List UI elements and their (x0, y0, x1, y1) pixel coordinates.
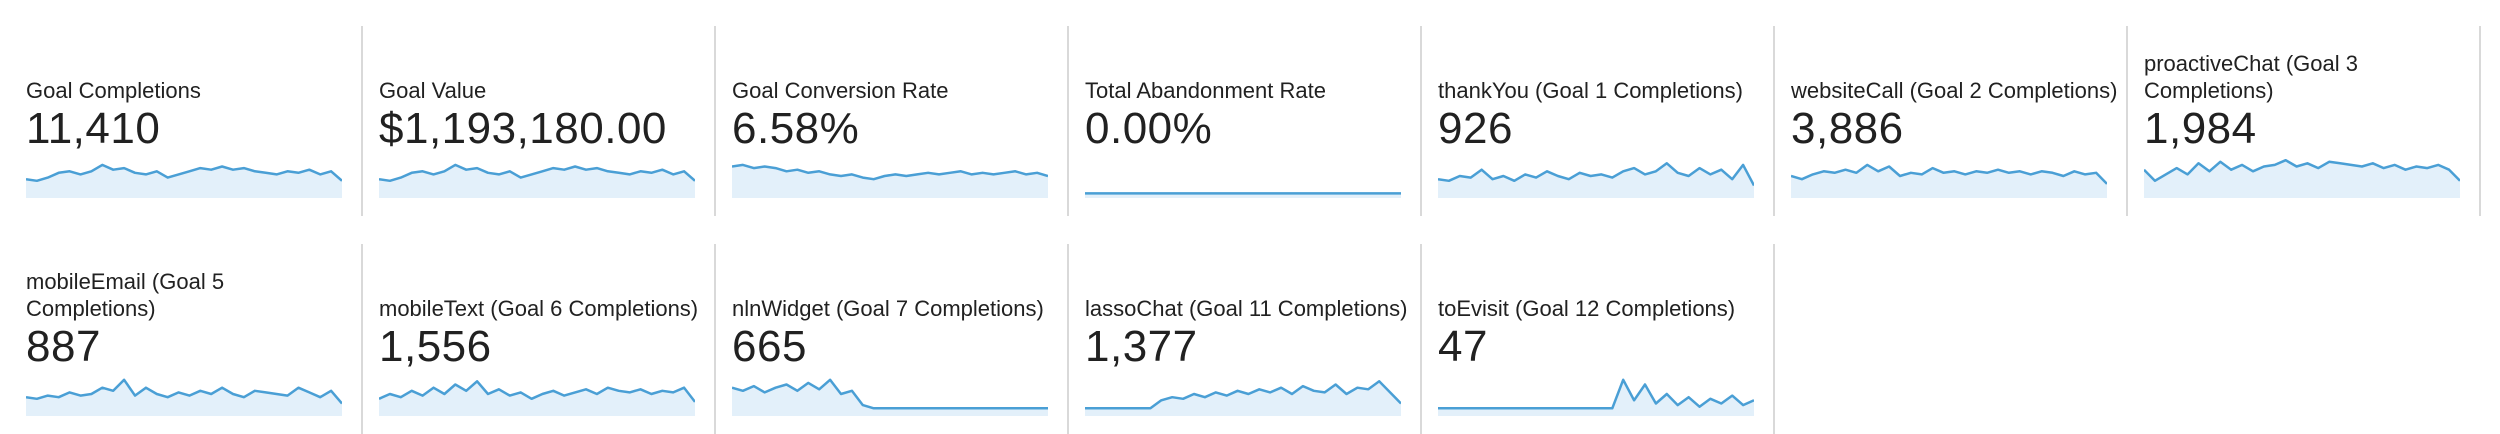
metric-value: 1,556 (379, 322, 492, 371)
sparkline (1085, 192, 1401, 198)
metric-title: Goal Completions (26, 78, 201, 103)
sparkline (26, 163, 342, 198)
sparkline-area (26, 379, 342, 416)
sparkline-area (1085, 381, 1401, 416)
sparkline (379, 380, 695, 416)
sparkline-line (1438, 162, 1754, 187)
sparkline (1791, 163, 2107, 198)
metric-value: 3,886 (1791, 104, 1904, 153)
metric-title: thankYou (Goal 1 Completions) (1438, 78, 1743, 103)
metric-title: Total Abandonment Rate (1085, 78, 1326, 103)
metric-value: 6.58% (732, 104, 860, 153)
metric-card-mobiletext-goal-6[interactable]: mobileText (Goal 6 Completions) 1,556 (363, 244, 716, 434)
sparkline-line (1791, 163, 2107, 185)
metric-value: $1,193,180.00 (379, 104, 667, 153)
sparkline-line (2144, 158, 2460, 183)
metric-card-thankyou-goal-1[interactable]: thankYou (Goal 1 Completions) 926 (1422, 26, 1775, 216)
metric-value: 665 (732, 322, 807, 371)
metric-card-lassochat-goal-11[interactable]: lassoChat (Goal 11 Completions) 1,377 (1069, 244, 1422, 434)
sparkline-line (1085, 380, 1401, 410)
metric-card-total-abandonment-rate[interactable]: Total Abandonment Rate 0.00% (1069, 26, 1422, 216)
metrics-row-2: mobileEmail (Goal 5 Completions) 887 mob… (10, 244, 1775, 434)
metrics-row-1: Goal Completions 11,410 Goal Value $1,19… (10, 26, 2481, 216)
metric-value: 1,984 (2144, 104, 2257, 153)
sparkline (732, 163, 1048, 198)
sparkline (1438, 378, 1754, 416)
sparkline-line (1438, 378, 1754, 410)
sparkline-line (26, 378, 342, 405)
sparkline-area (732, 379, 1048, 416)
metric-card-websitecall-goal-2[interactable]: websiteCall (Goal 2 Completions) 3,886 (1775, 26, 2128, 216)
sparkline (2144, 158, 2460, 198)
metric-card-goal-conversion-rate[interactable]: Goal Conversion Rate 6.58% (716, 26, 1069, 216)
sparkline-area (1438, 163, 1754, 198)
metric-card-goal-value[interactable]: Goal Value $1,193,180.00 (363, 26, 716, 216)
metric-value: 11,410 (26, 104, 161, 153)
metric-value: 887 (26, 322, 101, 371)
metric-value: 0.00% (1085, 104, 1213, 153)
metric-title: websiteCall (Goal 2 Completions) (1791, 78, 2118, 103)
sparkline (732, 378, 1048, 416)
metric-title: toEvisit (Goal 12 Completions) (1438, 296, 1736, 321)
metric-title: proactiveChat (Goal 3 Completions) (2144, 51, 2358, 103)
sparkline-line (379, 163, 695, 183)
metric-value: 926 (1438, 104, 1513, 153)
sparkline-line (732, 378, 1048, 410)
sparkline-area (379, 381, 695, 416)
sparkline (26, 378, 342, 416)
metric-title: mobileText (Goal 6 Completions) (379, 296, 699, 321)
sparkline-area (379, 164, 695, 198)
metric-title: mobileEmail (Goal 5 Completions) (26, 269, 225, 321)
metric-card-toevisit-goal-12[interactable]: toEvisit (Goal 12 Completions) 47 (1422, 244, 1775, 434)
sparkline-area (2144, 160, 2460, 198)
metric-card-goal-completions[interactable]: Goal Completions 11,410 (10, 26, 363, 216)
metric-title: nlnWidget (Goal 7 Completions) (732, 296, 1044, 321)
sparkline (379, 163, 695, 198)
metric-value: 1,377 (1085, 322, 1198, 371)
metric-title: Goal Value (379, 78, 487, 103)
metric-card-proactivechat-goal-3[interactable]: proactiveChat (Goal 3 Completions) 1,984 (2128, 26, 2481, 216)
metric-title: lassoChat (Goal 11 Completions) (1085, 296, 1408, 321)
sparkline-line (379, 380, 695, 403)
sparkline-line (26, 163, 342, 183)
sparkline (1438, 162, 1754, 198)
sparkline-area (26, 164, 342, 198)
sparkline (1085, 380, 1401, 416)
sparkline-area (1791, 164, 2107, 198)
sparkline-area (1438, 379, 1754, 416)
metric-title: Goal Conversion Rate (732, 78, 949, 103)
metric-value: 47 (1438, 322, 1488, 371)
metric-card-mobileemail-goal-5[interactable]: mobileEmail (Goal 5 Completions) 887 (10, 244, 363, 434)
metric-card-nlnwidget-goal-7[interactable]: nlnWidget (Goal 7 Completions) 665 (716, 244, 1069, 434)
sparkline-line (732, 163, 1048, 181)
